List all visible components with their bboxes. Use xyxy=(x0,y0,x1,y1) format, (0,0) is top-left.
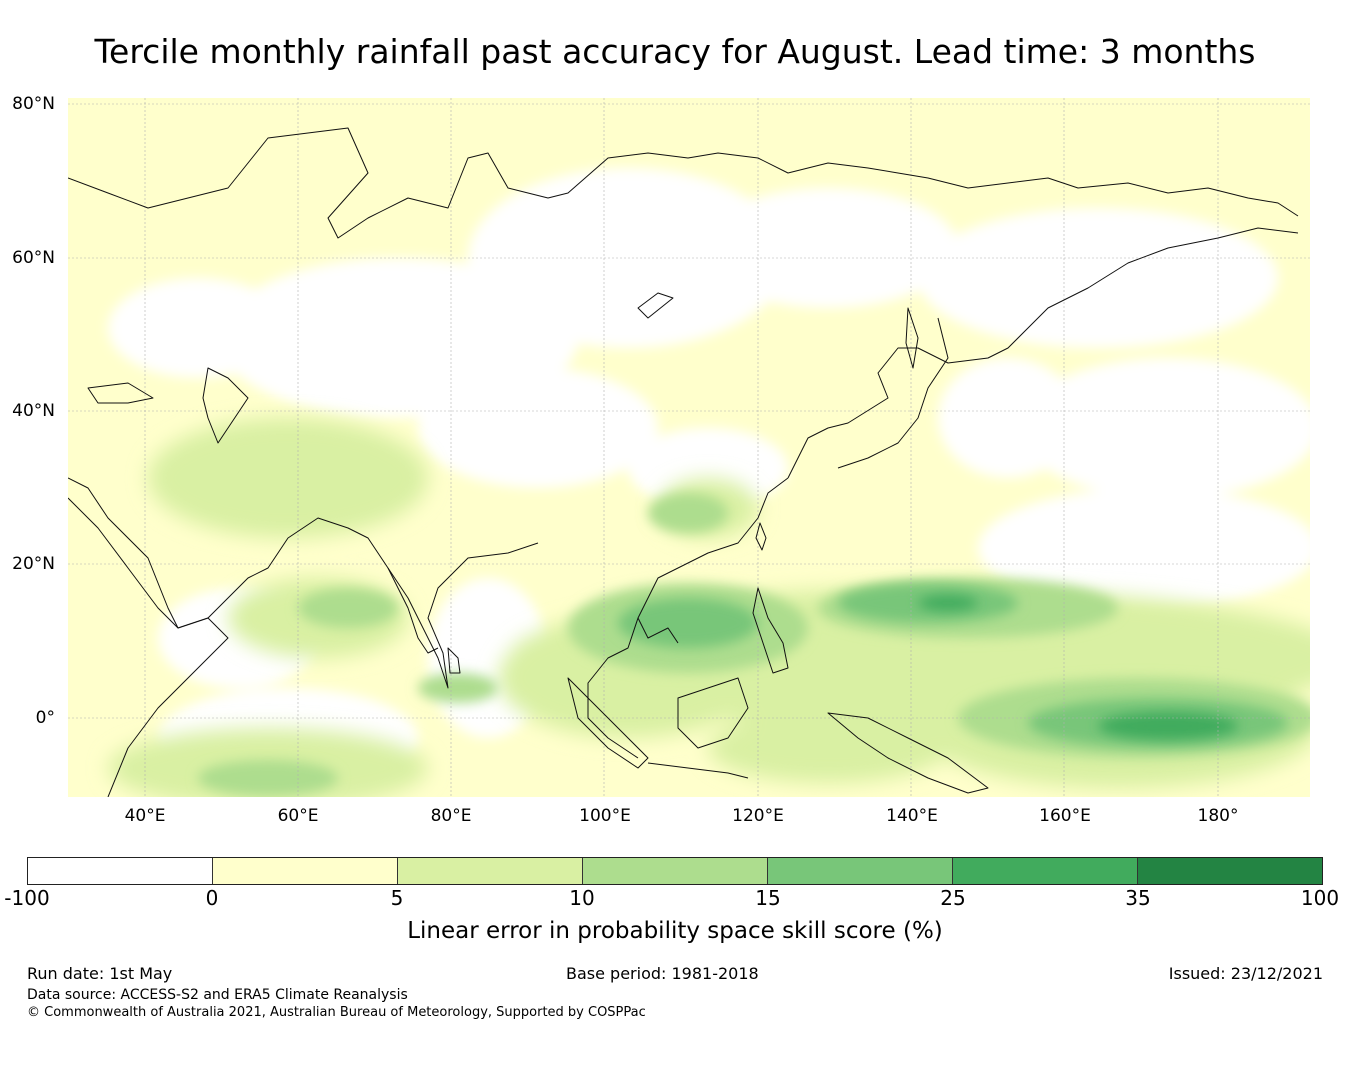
colorbar-tick: 25 xyxy=(940,886,966,910)
colorbar-segment xyxy=(398,858,583,884)
lat-label-40n: 40°N xyxy=(12,401,55,421)
colorbar-label: Linear error in probability space skill … xyxy=(407,918,943,944)
colorbar-tick: 0 xyxy=(205,886,219,910)
colorbar-tick: 35 xyxy=(1125,886,1151,910)
colorbar-tick: 100 xyxy=(1300,886,1340,910)
lon-label-160e: 160°E xyxy=(1039,806,1091,826)
lon-label-140e: 140°E xyxy=(886,806,938,826)
lon-label-40e: 40°E xyxy=(124,806,166,826)
lat-label-80n: 80°N xyxy=(12,94,55,114)
skill-25-35-regions xyxy=(918,595,1238,740)
colorbar xyxy=(27,857,1323,885)
run-date: Run date: 1st May xyxy=(27,964,173,983)
lon-label-180: 180° xyxy=(1197,806,1239,826)
copyright: © Commonwealth of Australia 2021, Austra… xyxy=(27,1005,646,1020)
skill-score-map xyxy=(68,98,1310,797)
lat-label-60n: 60°N xyxy=(12,248,55,268)
colorbar-tick: -100 xyxy=(4,886,50,910)
colorbar-tick: 15 xyxy=(755,886,781,910)
coastlines xyxy=(68,127,1299,797)
issued-date: Issued: 23/12/2021 xyxy=(1168,964,1323,983)
colorbar-tick: 10 xyxy=(569,886,595,910)
map-gridlines xyxy=(68,98,1310,797)
colorbar-segment xyxy=(213,858,398,884)
base-period: Base period: 1981-2018 xyxy=(566,964,759,983)
colorbar-segment xyxy=(28,858,213,884)
lon-label-100e: 100°E xyxy=(579,806,631,826)
lon-label-80e: 80°E xyxy=(430,806,472,826)
lat-label-20n: 20°N xyxy=(12,554,55,574)
lon-label-60e: 60°E xyxy=(277,806,319,826)
lat-label-0: 0° xyxy=(35,708,55,728)
data-source: Data source: ACCESS-S2 and ERA5 Climate … xyxy=(27,987,408,1003)
colorbar-segment xyxy=(583,858,768,884)
map-title: Tercile monthly rainfall past accuracy f… xyxy=(94,32,1256,71)
colorbar-segment xyxy=(1138,858,1322,884)
lon-label-120e: 120°E xyxy=(732,806,784,826)
colorbar-segment xyxy=(768,858,953,884)
colorbar-segment xyxy=(953,858,1138,884)
colorbar-tick: 5 xyxy=(390,886,404,910)
